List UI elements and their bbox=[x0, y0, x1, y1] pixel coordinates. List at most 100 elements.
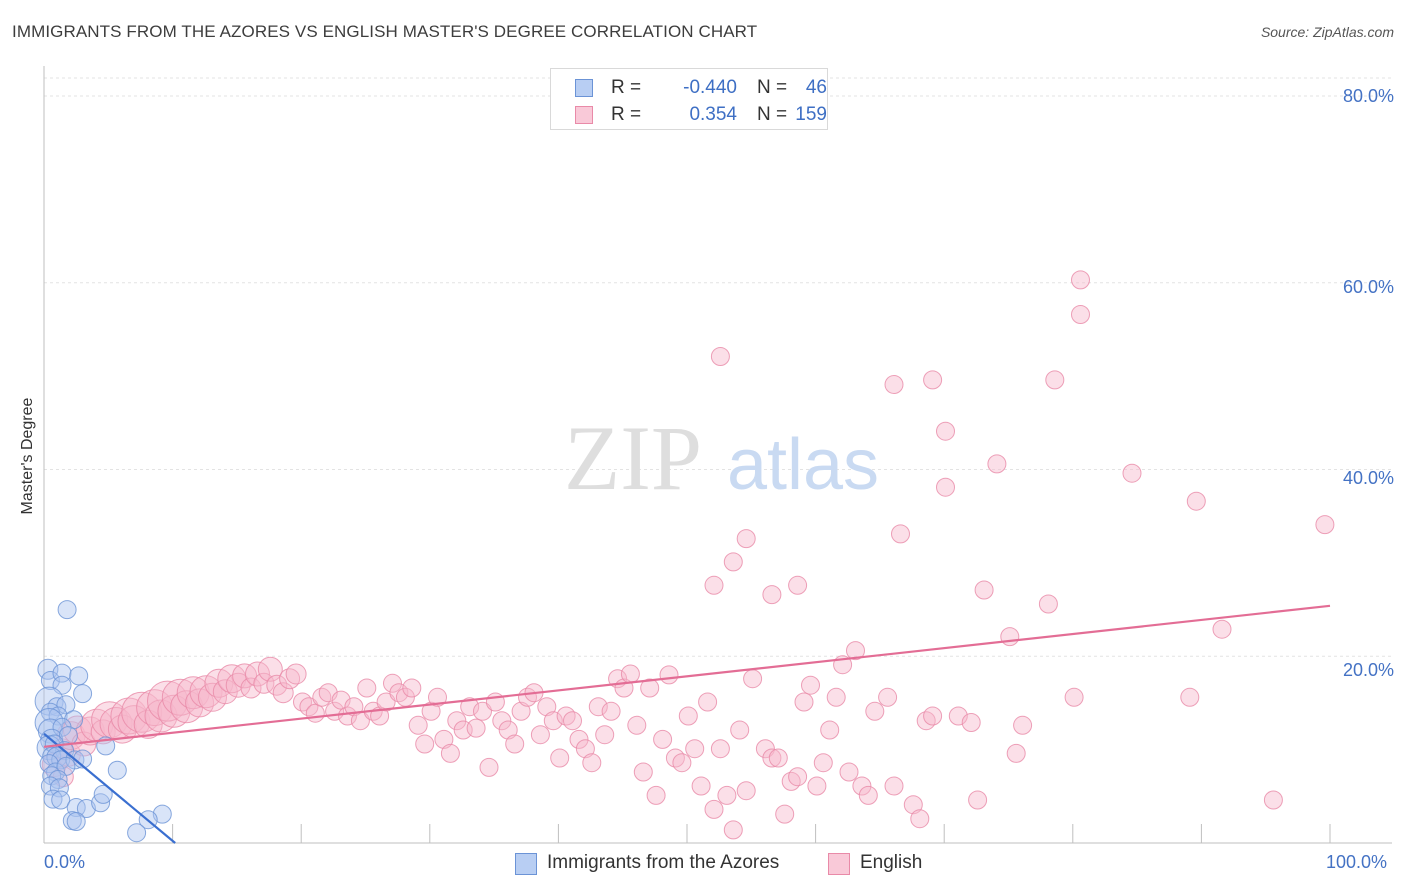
chart-source: Source: ZipAtlas.com bbox=[1260, 24, 1394, 40]
english-point bbox=[434, 729, 454, 749]
english-point bbox=[1180, 687, 1200, 707]
azores-point bbox=[42, 766, 62, 786]
english-point bbox=[865, 701, 885, 721]
english-point bbox=[1186, 491, 1206, 511]
english-point bbox=[511, 701, 531, 721]
legend-label-english: English bbox=[860, 852, 923, 873]
english-point bbox=[646, 785, 666, 805]
azores-point bbox=[152, 804, 172, 824]
english-point bbox=[217, 664, 247, 694]
azores-point bbox=[49, 778, 69, 798]
english-point bbox=[505, 734, 525, 754]
english-point bbox=[1122, 463, 1142, 483]
english-point bbox=[936, 421, 955, 441]
azores-point bbox=[51, 790, 71, 810]
azores-point bbox=[46, 762, 66, 782]
chart-title: IMMIGRANTS FROM THE AZORES VS ENGLISH MA… bbox=[12, 22, 758, 41]
english-point bbox=[225, 672, 251, 698]
legend-r-value: -0.440 bbox=[683, 77, 737, 98]
y-axis-label: Master's Degree bbox=[19, 397, 36, 515]
azores-point bbox=[57, 600, 77, 620]
english-point bbox=[653, 729, 673, 749]
english-point bbox=[710, 347, 730, 366]
english-point bbox=[492, 711, 512, 731]
english-point bbox=[575, 739, 595, 759]
trend-line-english bbox=[43, 604, 1331, 748]
english-point bbox=[884, 776, 904, 796]
english-point bbox=[878, 687, 898, 707]
english-point bbox=[1071, 305, 1090, 324]
english-point bbox=[762, 748, 782, 768]
english-point bbox=[415, 734, 435, 754]
english-point bbox=[730, 720, 750, 740]
english-point bbox=[421, 701, 441, 721]
watermark: ZIP atlas bbox=[564, 407, 879, 509]
watermark-atlas: atlas bbox=[727, 425, 879, 505]
english-point bbox=[775, 804, 795, 824]
azores-point bbox=[127, 823, 147, 843]
english-point bbox=[1263, 790, 1283, 810]
english-point bbox=[272, 682, 294, 704]
trend-lines bbox=[43, 604, 1331, 844]
english-point bbox=[710, 739, 730, 759]
english-point bbox=[285, 663, 307, 685]
azores-point bbox=[40, 671, 60, 690]
english-point bbox=[466, 718, 486, 738]
english-point bbox=[691, 776, 711, 796]
legend-n-value: 159 bbox=[795, 104, 827, 125]
english-point bbox=[402, 678, 422, 698]
english-point bbox=[801, 675, 820, 695]
english-point bbox=[884, 375, 904, 394]
english-point bbox=[1038, 594, 1058, 614]
series-azores bbox=[34, 600, 172, 843]
english-point bbox=[717, 785, 737, 805]
azores-point bbox=[43, 789, 63, 809]
y-tick-40: 40.0% bbox=[1342, 468, 1394, 488]
english-point bbox=[144, 699, 178, 733]
english-point bbox=[723, 820, 743, 840]
english-point bbox=[595, 725, 615, 745]
english-point bbox=[582, 753, 602, 773]
english-point bbox=[704, 799, 724, 819]
english-point bbox=[852, 776, 872, 796]
english-point bbox=[440, 743, 460, 763]
legend-r-value: 0.354 bbox=[689, 104, 737, 125]
english-point bbox=[569, 729, 589, 749]
english-point bbox=[813, 753, 833, 773]
english-point bbox=[110, 697, 148, 735]
azores-point bbox=[107, 760, 127, 780]
legend-swatch-english bbox=[575, 106, 593, 124]
english-point bbox=[240, 677, 262, 699]
watermark-zip: ZIP bbox=[564, 407, 702, 509]
english-point bbox=[685, 739, 705, 759]
x-tick-100: 100.0% bbox=[1326, 852, 1388, 872]
legend-swatch-english bbox=[828, 853, 850, 875]
english-point bbox=[537, 697, 557, 717]
y-tick-20: 20.0% bbox=[1342, 660, 1394, 680]
english-point bbox=[563, 711, 582, 731]
english-point bbox=[428, 687, 447, 707]
english-point bbox=[498, 720, 518, 740]
english-point bbox=[383, 673, 402, 693]
legend-n-label: N = bbox=[757, 104, 788, 125]
legend-n-label: N = bbox=[757, 77, 788, 98]
english-point bbox=[839, 762, 859, 782]
english-point bbox=[601, 701, 621, 721]
english-point bbox=[620, 664, 640, 684]
english-point bbox=[923, 370, 943, 390]
gridlines bbox=[44, 77, 1392, 657]
english-point bbox=[198, 682, 227, 712]
english-point bbox=[157, 694, 191, 728]
english-point bbox=[107, 714, 137, 744]
x-tick-0: 0.0% bbox=[44, 852, 86, 872]
english-point bbox=[910, 809, 930, 829]
english-point bbox=[550, 748, 570, 768]
english-point bbox=[1013, 715, 1033, 735]
english-point bbox=[755, 739, 775, 759]
azores-point bbox=[93, 784, 113, 804]
english-point bbox=[659, 665, 679, 685]
english-point bbox=[1006, 743, 1026, 763]
english-point bbox=[245, 661, 270, 687]
english-point bbox=[723, 552, 743, 572]
english-point bbox=[530, 725, 550, 745]
